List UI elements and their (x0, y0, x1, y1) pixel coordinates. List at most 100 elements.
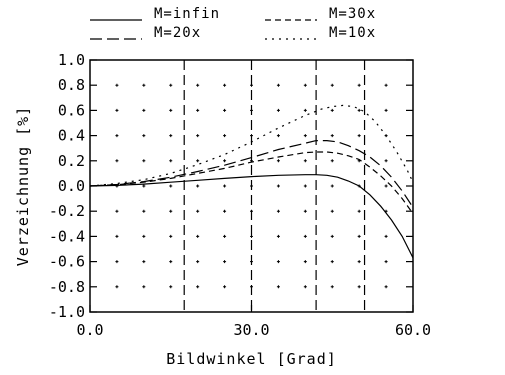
grid-dot (357, 108, 361, 112)
grid-dot (223, 108, 227, 112)
grid-dot (115, 285, 119, 289)
grid-dot (196, 108, 200, 112)
series-line-m-infin (89, 174, 414, 259)
grid-dot (384, 83, 388, 87)
y-tick-label: 0.8 (58, 76, 85, 94)
grid-dot (115, 159, 119, 163)
grid-dot (142, 285, 146, 289)
grid-dot (223, 134, 227, 138)
grid-dot (384, 285, 388, 289)
grid-dot (357, 234, 361, 238)
grid-dot (142, 108, 146, 112)
grid-dot (357, 260, 361, 264)
grid-dot (384, 159, 388, 163)
grid-dot (303, 260, 307, 264)
grid-dot (276, 159, 280, 163)
y-tick-label: 0.2 (58, 152, 85, 170)
grid-dot (384, 108, 388, 112)
y-tick-label: -1.0 (49, 303, 85, 321)
grid-dot (357, 134, 361, 138)
axes-ticks: -1.0 -0.8 -0.6 -0.4 -0.2 0.0 0.2 0.4 0.6 0.8 1.0 0.… (49, 51, 431, 339)
grid-dot (276, 83, 280, 87)
grid-dot (115, 209, 119, 213)
grid-dot (196, 260, 200, 264)
grid-dot (330, 159, 334, 163)
grid-dot (115, 234, 119, 238)
grid-dot (196, 159, 200, 163)
grid-dot (169, 234, 173, 238)
grid-dot (196, 134, 200, 138)
grid-dot (196, 83, 200, 87)
grid-dot (196, 209, 200, 213)
x-tick-label: 30.0 (233, 321, 269, 339)
series-line-m-10x (89, 104, 414, 187)
grid-dot (169, 108, 173, 112)
grid-dot (223, 184, 227, 188)
grid-dot (276, 108, 280, 112)
grid-dot (115, 83, 119, 87)
grid-dot (169, 184, 173, 188)
grid-dot (303, 108, 307, 112)
grid-dot (330, 234, 334, 238)
grid-dot (223, 260, 227, 264)
grid-dot (303, 134, 307, 138)
grid-dot (223, 209, 227, 213)
grid-dot (330, 108, 334, 112)
grid-dot (223, 83, 227, 87)
grid-dot (169, 83, 173, 87)
series-line-m-20x (89, 140, 414, 208)
grid-dot (196, 184, 200, 188)
grid-dot (142, 184, 146, 188)
y-tick-label: 1.0 (58, 51, 85, 69)
grid-dot (169, 260, 173, 264)
grid-dot (384, 260, 388, 264)
legend-label: M=20x (154, 25, 201, 41)
y-tick-label: 0.4 (58, 127, 85, 145)
grid-dot (142, 83, 146, 87)
grid-dot (357, 285, 361, 289)
y-tick-label: 0.6 (58, 101, 85, 119)
y-tick-label: -0.4 (49, 227, 85, 245)
grid-dot (142, 234, 146, 238)
x-tick-label: 0.0 (76, 321, 103, 339)
y-axis-label: Verzeichnung [%] (14, 106, 32, 267)
grid-dot (169, 285, 173, 289)
grid-dot (276, 285, 280, 289)
grid-dot (276, 260, 280, 264)
grid-dot (303, 209, 307, 213)
grid-dot (357, 209, 361, 213)
grid-dot (276, 184, 280, 188)
grid-dot (196, 285, 200, 289)
grid-dot (330, 260, 334, 264)
grid-dot (115, 108, 119, 112)
grid-dot (303, 83, 307, 87)
grid-dot (142, 260, 146, 264)
grid-dot (303, 285, 307, 289)
grid-dot (223, 285, 227, 289)
grid-dot (330, 184, 334, 188)
y-tick-label: -0.2 (49, 202, 85, 220)
y-tick-label: -0.8 (49, 278, 85, 296)
grid-dot (357, 83, 361, 87)
grid-dot (303, 234, 307, 238)
series-lines (89, 104, 414, 259)
grid-dot (330, 209, 334, 213)
grid-dot (223, 159, 227, 163)
grid-dot (169, 209, 173, 213)
legend-label: M=infin (154, 6, 220, 22)
legend-label: M=30x (329, 6, 376, 22)
grid-dot (330, 134, 334, 138)
y-tick-label: 0.0 (58, 177, 85, 195)
grid-dot (115, 134, 119, 138)
grid-dot (142, 209, 146, 213)
grid-dot (169, 159, 173, 163)
grid-dot (303, 184, 307, 188)
grid-dot (384, 184, 388, 188)
grid-dot (384, 234, 388, 238)
y-tick-label: -0.6 (49, 253, 85, 271)
legend: M=infin M=30x M=20x M=10x (90, 6, 376, 41)
grid-dot (250, 234, 253, 238)
grid-dot (330, 83, 334, 87)
grid-dot (196, 234, 200, 238)
